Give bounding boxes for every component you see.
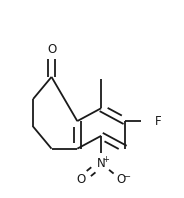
Text: N: N	[97, 157, 106, 170]
Text: O: O	[76, 173, 86, 187]
Text: +: +	[102, 155, 109, 164]
Text: O: O	[47, 43, 56, 56]
Text: −: −	[123, 172, 130, 181]
Text: F: F	[155, 115, 161, 128]
Text: O: O	[117, 173, 126, 187]
